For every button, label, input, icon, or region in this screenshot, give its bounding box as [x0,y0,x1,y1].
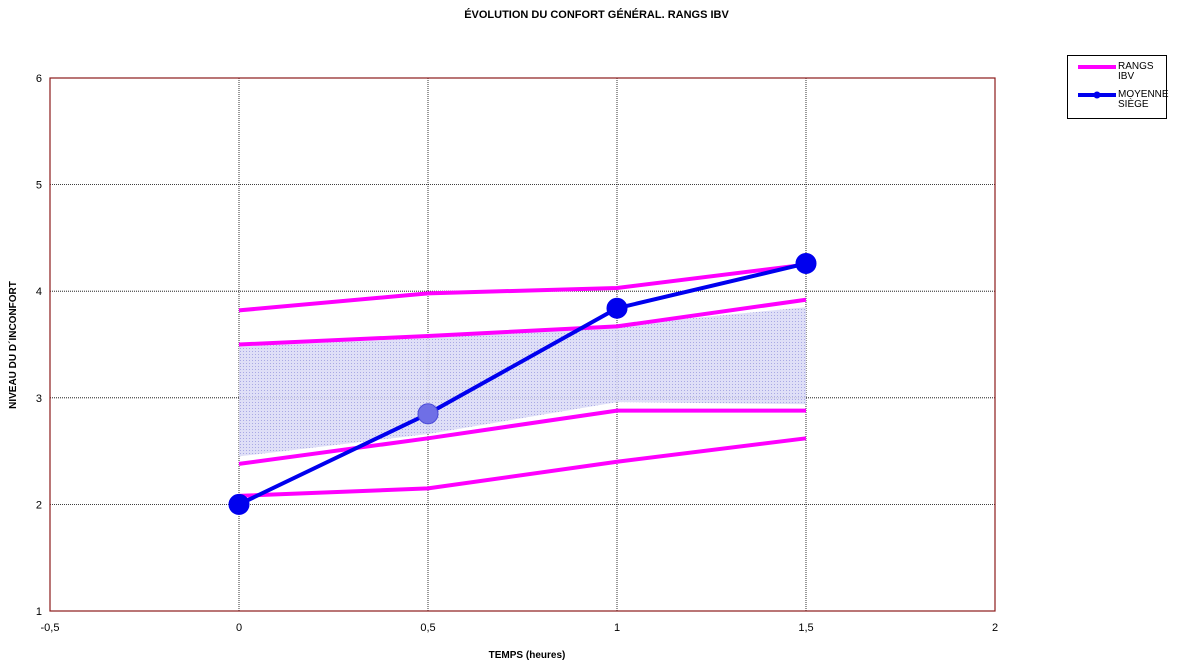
range-line-3 [238,408,806,466]
range-line-2 [238,297,807,347]
y-tick-label: 4 [36,286,42,298]
mean-point [417,403,439,425]
mean-line [238,261,807,507]
mean-point [795,252,817,274]
legend-label-rangs-ibv: RANGS IBV [1118,61,1154,82]
shaded-band [239,307,806,457]
x-tick-label: 0,5 [420,622,435,634]
range-line-4 [238,436,807,498]
legend-swatch-rangs-ibv [1078,65,1116,69]
chart-title: ÉVOLUTION DU CONFORT GÉNÉRAL. RANGS IBV [464,9,729,21]
legend-item-rangs-ibv: RANGS IBV [1068,60,1168,88]
y-tick-label: 6 [36,73,42,85]
y-tick-label: 3 [36,393,42,405]
y-tick-label: 1 [36,606,42,618]
legend-swatch-moyenne-siege [1078,91,1116,99]
y-tick-label: 2 [36,499,42,511]
mean-point [228,493,250,515]
x-tick-label: 1 [614,622,620,634]
legend-item-moyenne-siege: MOYENNE SIÈGE [1068,88,1169,116]
mean-point [606,297,628,319]
x-tick-label: 2 [992,622,998,634]
chart-legend: RANGS IBV MOYENNE SIÈGE [1067,55,1169,119]
x-tick-label: 0 [236,622,242,634]
range-lines-layer [238,262,807,498]
x-axis-label: TEMPS (heures) [489,650,566,661]
range-line-1 [238,262,807,313]
mean-line-layer [228,252,817,515]
x-tick-label: -0,5 [41,622,60,634]
legend-label-moyenne-siege: MOYENNE SIÈGE [1118,89,1169,110]
y-axis-label: NIVEAU DU D´INCONFORT [8,281,19,409]
y-tick-label: 5 [36,180,42,192]
tick-labels: -0,5 0 0,5 1 1,5 2 1 2 3 4 5 6 [36,73,998,634]
x-tick-label: 1,5 [798,622,813,634]
plot-frame [49,77,996,612]
shaded-band-layer [239,307,806,457]
